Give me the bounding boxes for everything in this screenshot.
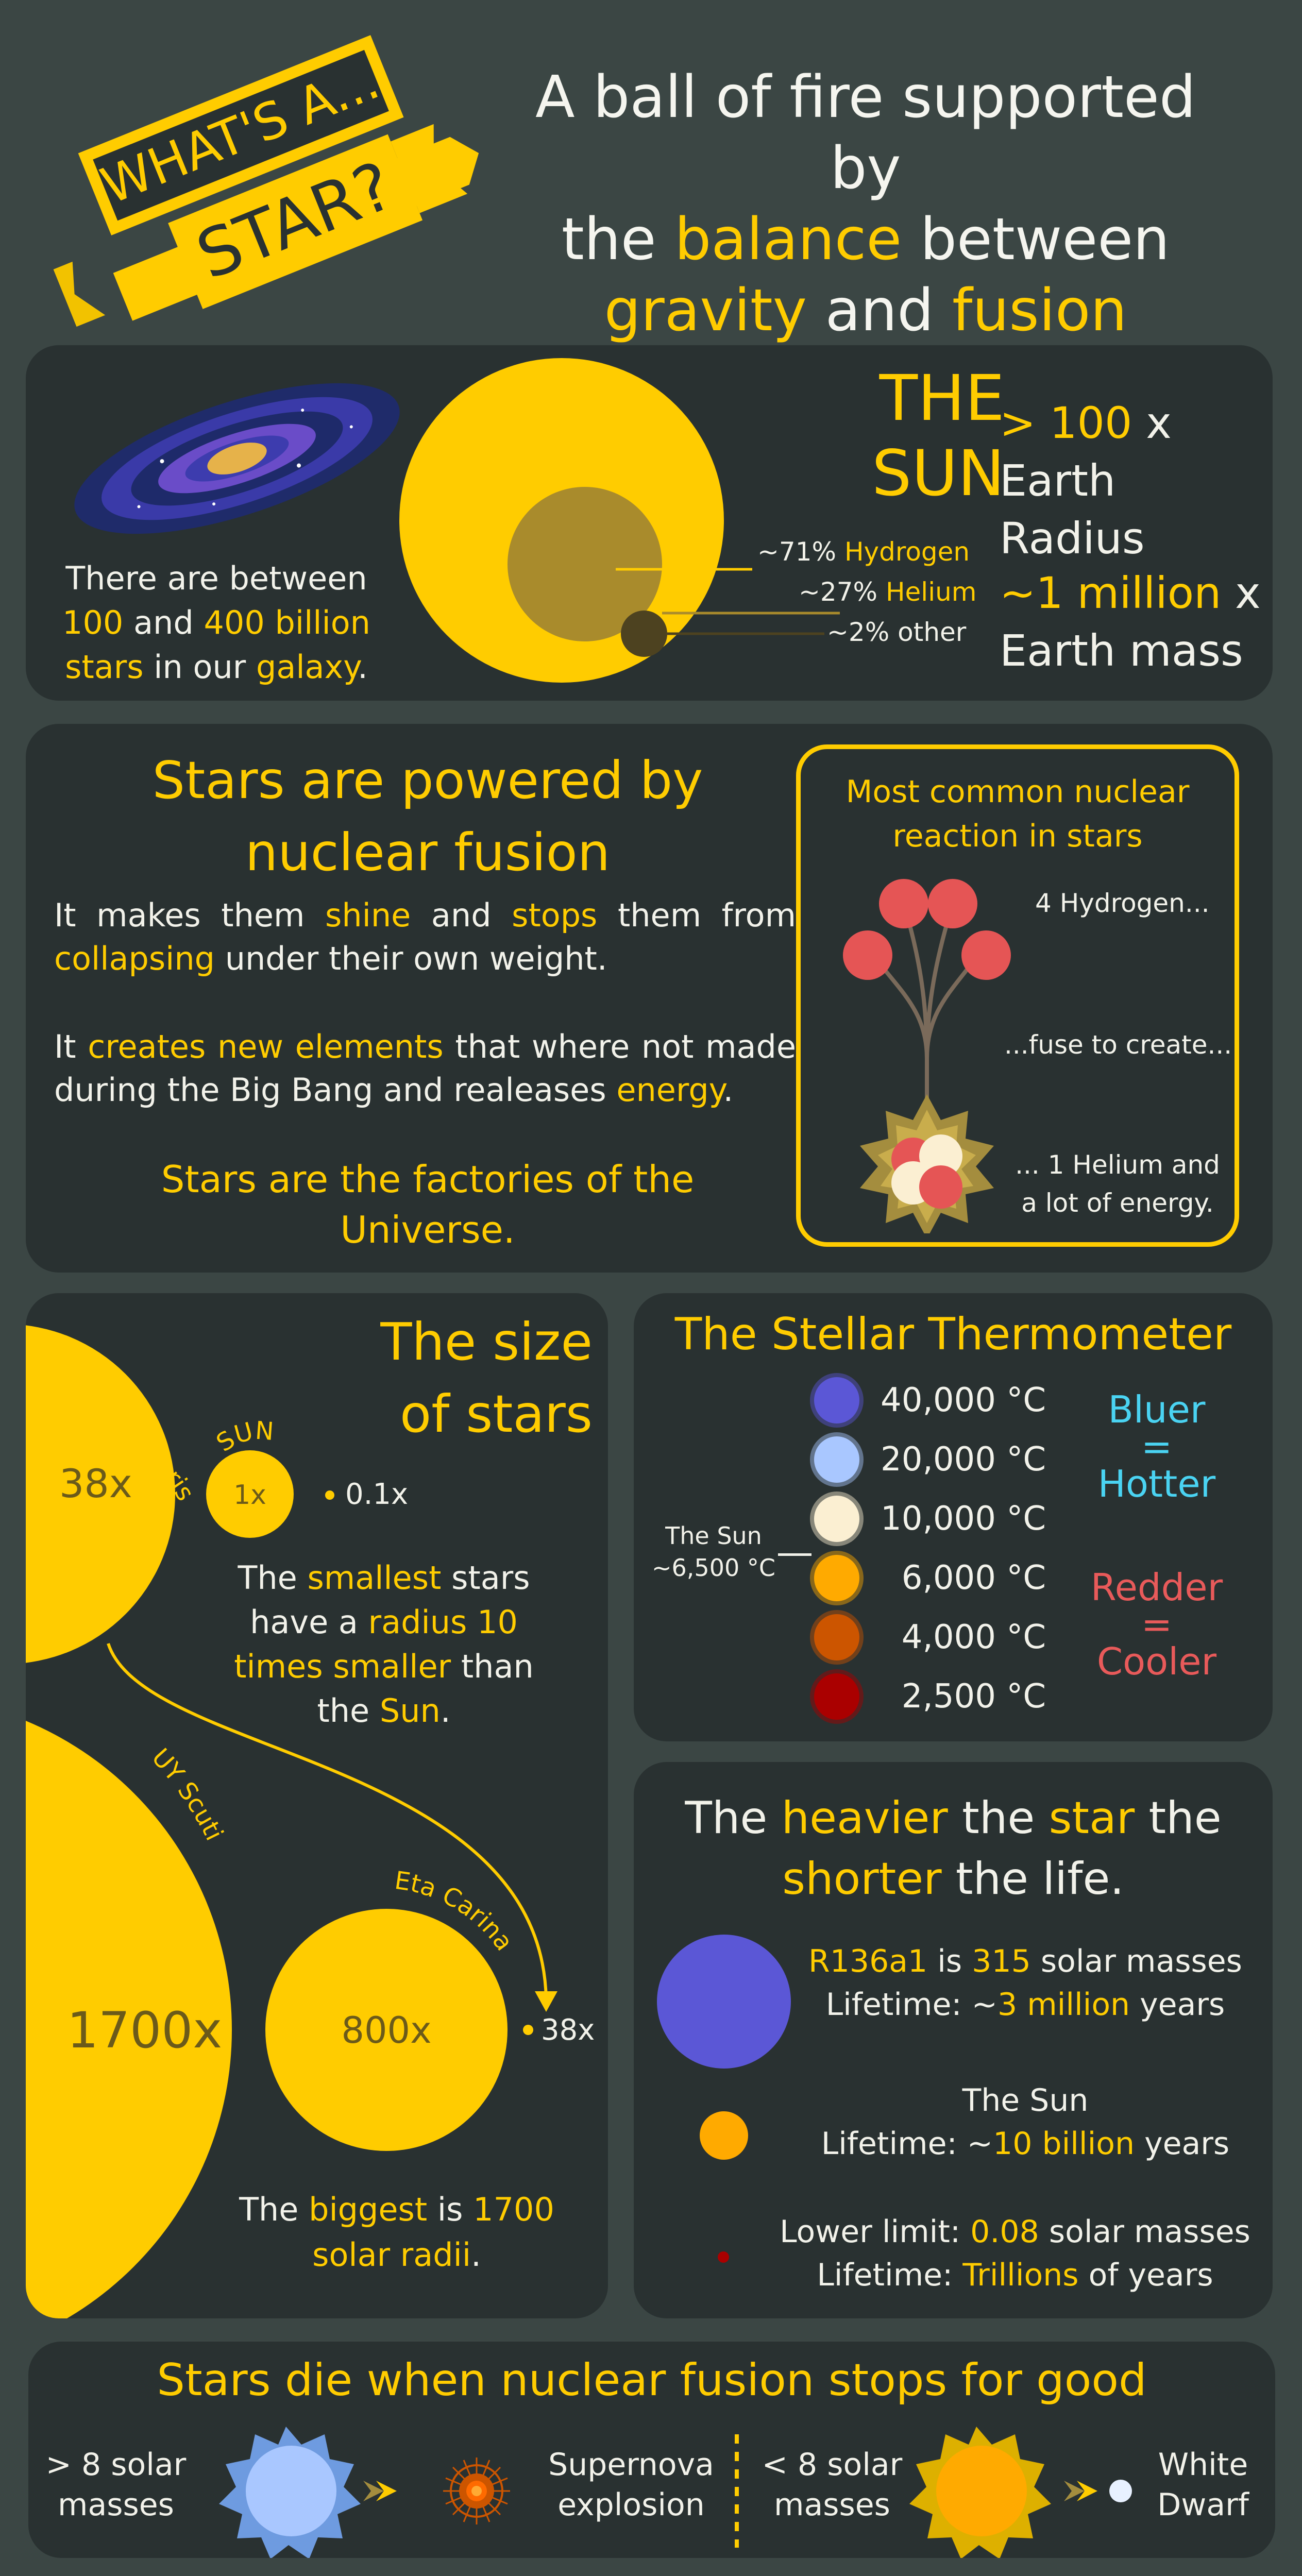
polaris-small-circle [523,2025,533,2035]
sun-mass: ~1 million x Earth mass [1000,568,1261,676]
temperature-row: 4,000 °C [814,1607,1046,1667]
lower-limit-text: Lower limit: 0.08 solar masses Lifetime:… [780,2214,1250,2293]
fusion-paragraph-1: It makes them shine and stops them from … [54,896,796,977]
headline: A ball of fire supported by the balance … [495,62,1237,346]
size-title: The size of stars [380,1312,593,1444]
composition-helium: ~27% Helium [799,577,977,607]
eta-carina-circle [265,1909,508,2151]
hydrogen-atom [843,930,892,980]
small-star [936,2446,1027,2536]
redder-cooler: Redder = Cooler [1090,1566,1223,1683]
sun-value: 1x [233,1480,266,1511]
polaris-circle [26,1325,175,1663]
r136a1-text: R136a1 is 315 solar masses Lifetime: ~3 … [808,1943,1242,2023]
reaction-step-1: 4 Hydrogen... [1035,888,1210,918]
helium-proton [919,1165,962,1209]
fusion-reaction-diagram [843,879,1011,1233]
sun-composition-diagram [399,358,840,683]
title-badge: WHAT'S A... STAR? [53,35,479,327]
composition-hydrogen: ~71% Hydrogen [757,537,970,567]
temperature-dot [814,1436,859,1483]
lifetime-panel: The heavier the star the shorter the lif… [634,1762,1273,2318]
polaris-value: 38x [59,1461,132,1506]
temperature-row: 20,000 °C [814,1430,1046,1489]
uy-scuti-value: 1700x [67,2002,223,2059]
temperature-row: 10,000 °C [814,1489,1046,1548]
temperature-row: 2,500 °C [814,1667,1046,1726]
helium-neutron [919,1134,962,1178]
sun-panel: There are between 100 and 400 billion st… [26,345,1273,701]
reaction-step-3: ... 1 Helium and a lot of energy. [1015,1150,1220,1218]
star-death-panel: Stars die when nuclear fusion stops for … [28,2342,1275,2558]
thermometer-panel: The Stellar Thermometer 40,000 °C 20,000… [634,1293,1273,1741]
temperature-dot [814,1377,859,1423]
helium-circle [508,487,662,641]
uy-scuti-circle [26,1721,232,2318]
temperature-dot [814,1495,859,1542]
big-star-label: > 8 solar masses [45,2447,187,2523]
white-dwarf [1109,2480,1132,2502]
star-death-title: Stars die when nuclear fusion stops for … [157,2354,1147,2406]
polaris-small-value: 38x [541,2013,595,2047]
tiny-star-value: 0.1x [345,1478,409,1511]
reaction-title: Most common nuclear reaction in stars [846,774,1190,854]
arrow-2 [1064,2481,1085,2501]
hydrogen-atom [961,930,1011,980]
comparison-arrow [107,1643,548,1999]
thermometer-title: The Stellar Thermometer [674,1309,1232,1360]
sun-small-circle [206,1450,294,1538]
temperature-dot [814,1614,859,1660]
massive-star [246,2446,336,2536]
sun-title: THE SUN [872,362,1005,510]
smallest-stars-text: The smallest stars have a radius 10 time… [234,1559,534,1730]
sun-lifetime-circle [700,2111,748,2160]
composition-other: ~2% other [827,617,967,647]
sun-temperature-label: The Sun ~6,500 °C [652,1522,775,1582]
hydrogen-atom [928,879,977,928]
sun-lifetime-text: The Sun Lifetime: ~10 billion years [821,2082,1230,2162]
supernova-label: Supernova explosion [548,2447,714,2523]
headline-line-1: A ball of fire supported by [535,64,1196,202]
star-death-diagram [219,2427,1132,2558]
sun-radius: > 100 x Earth Radius [1000,398,1172,564]
bluer-hotter: Bluer = Hotter [1097,1388,1216,1505]
reaction-box: Most common nuclear reaction in stars 4 H… [796,744,1239,1247]
star-size-diagram: Polaris SUN UY Scuti Eta Carina [26,1325,557,2318]
reaction-step-2: ...fuse to create... [1004,1030,1232,1060]
biggest-star-text: The biggest is 1700 solar radii. [239,2191,554,2274]
other-circle [621,611,667,657]
sun-temperature-pointer [778,1553,811,1556]
temperature-dot [814,1554,859,1601]
temperature-dot [814,1673,859,1720]
headline-line-2: the balance between [561,206,1170,273]
galaxy-illustration [74,383,400,534]
fusion-tagline: Stars are the factories of the Universe. [161,1158,695,1251]
arrow-1 [363,2481,384,2501]
lower-limit-dot [718,2251,729,2263]
galaxy-stars-text: There are between 100 and 400 billion st… [62,560,370,686]
fusion-panel: Stars are powered by nuclear fusion It ma… [26,724,1273,1273]
tiny-star-circle [325,1490,334,1500]
temperature-row: 6,000 °C [814,1548,1046,1607]
temperature-scale: 40,000 °C 20,000 °C 10,000 °C 6,000 °C 4… [814,1370,1046,1726]
lifetime-title: The heavier the star the shorter the lif… [685,1792,1222,1905]
small-star-label: < 8 solar masses [762,2447,903,2523]
headline-line-3: gravity and fusion [604,277,1127,344]
fusion-title: Stars are powered by nuclear fusion [152,750,703,883]
r136a1-circle [657,1935,791,2069]
temperature-row: 40,000 °C [814,1370,1046,1430]
white-dwarf-label: White Dwarf [1157,2447,1249,2523]
fusion-paragraph-2: It creates new elements that where not m… [54,1028,796,1109]
hydrogen-atom [879,879,928,928]
size-panel: Polaris SUN UY Scuti Eta Carina The size… [26,1293,608,2318]
eta-carina-value: 800x [341,2009,432,2052]
